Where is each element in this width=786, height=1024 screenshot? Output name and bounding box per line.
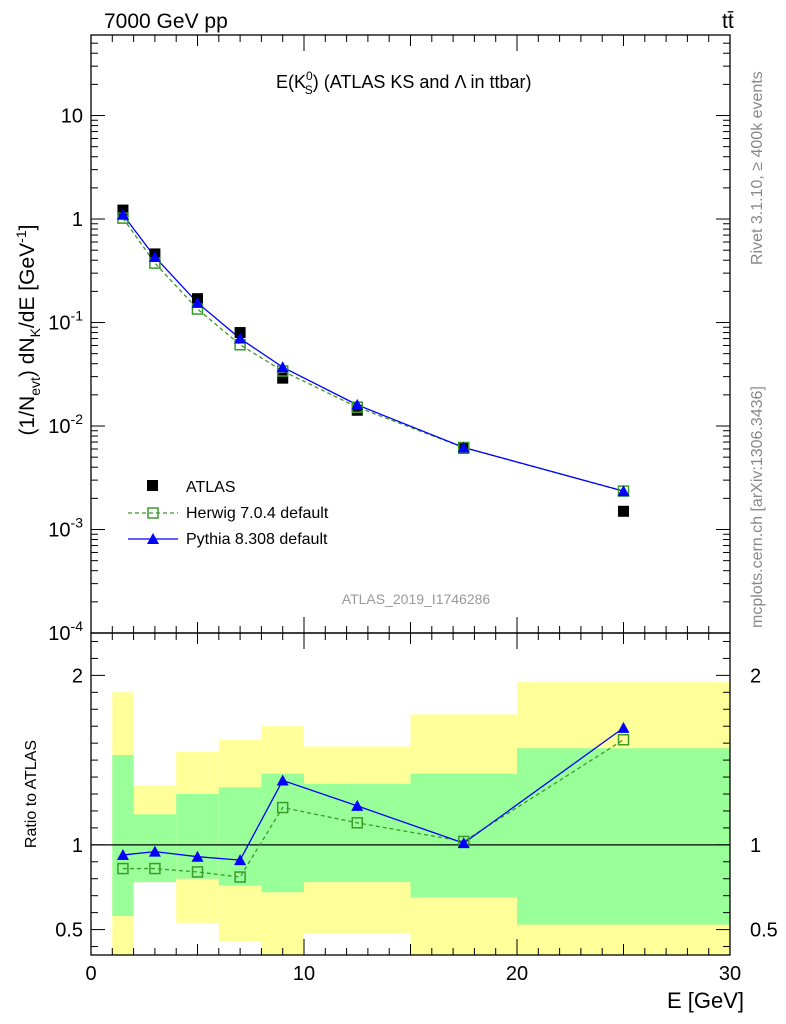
ratio-band-inner [112,755,134,917]
ratio-band-inner [517,748,730,925]
pythia-ratio-point [617,721,630,733]
legend: ATLAS Herwig 7.0.4 default Pythia 8.308 … [128,479,329,548]
legend-marker-pythia [147,533,159,544]
main-ylabel: (1/Nevt) dNK/dE [GeV-1] [13,225,43,436]
main-y-tick-label: 10-4 [48,618,83,645]
pythia-point [116,208,129,220]
herwig-ratio-point [234,871,246,883]
x-tick-label: 30 [719,963,741,985]
main-y-tick-label: 10 [61,106,83,128]
atlas-point [277,372,289,384]
herwig-ratio-line [122,739,624,878]
legend-label-pythia: Pythia 8.308 default [186,531,328,548]
atlas-point [234,327,246,339]
main-y-tick-label: 1 [72,209,83,231]
pythia-point [617,485,630,497]
ratio-band-inner [261,773,304,893]
ratio-band-inner [304,783,411,883]
rivet-label: Rivet 3.1.10, ≥ 400k events [749,71,766,265]
ratio-band-inner [410,773,517,898]
pythia-point [148,250,161,262]
herwig-ratio-point [149,862,161,875]
main-y-tick-label: 10-3 [48,515,83,542]
x-tick-label: 0 [85,963,96,985]
atlas-point [351,404,363,416]
analysis-watermark: ATLAS_2019_I1746286 [342,591,491,607]
ratio-y-tick-label-left: 1 [72,835,83,857]
pythia-point [234,332,247,344]
pythia-line [122,214,624,492]
main-y-tick-label: 10-2 [48,411,83,438]
herwig-line [122,217,624,492]
ratio-y-tick-label-left: 0.5 [55,920,83,942]
pythia-ratio-point [116,849,129,861]
ratio-ylabel: Ratio to ATLAS [23,740,40,848]
ratio-y-tick-label-left: 2 [72,665,83,687]
ratio-y-tick-label-right: 0.5 [750,920,778,942]
main-title: E(K0 S) (ATLAS KS and Λ in ttbar) [276,69,532,97]
x-tick-label: 10 [293,963,315,985]
ratio-y-tick-label-right: 1 [750,835,761,857]
herwig-ratio-point [117,862,129,875]
herwig-ratio-point [617,734,630,746]
x-axis-label: E [GeV] [667,988,744,1013]
ratio-band-inner [218,787,262,886]
legend-label-herwig: Herwig 7.0.4 default [186,505,329,522]
pythia-point [351,398,364,410]
x-tick-label: 20 [506,963,528,985]
pythia-ratio-point [457,837,470,849]
pythia-ratio-point [191,850,204,862]
herwig-ratio-point [351,817,363,829]
herwig-ratio-point [191,866,204,878]
ratio-band-inner [176,794,219,879]
pythia-ratio-line [122,727,624,861]
legend-marker-atlas [147,480,158,491]
legend-marker-herwig [147,507,159,519]
process-label: tt̄ [722,10,734,33]
mcplots-label: mcplots.cern.ch [arXiv:1306.3436] [749,386,766,628]
pythia-ratio-point [351,799,364,811]
pythia-point [276,361,289,373]
ratio-y-tick-label-right: 2 [750,665,761,687]
pythia-ratio-point [276,774,289,786]
pythia-point [191,296,204,308]
herwig-ratio-point [276,801,289,814]
pythia-point [457,441,470,453]
pythia-ratio-point [148,845,161,857]
legend-label-atlas: ATLAS [186,479,236,496]
chart-marks: 10-4 10-3 10-2 10-1 1 10 0 10 20 30 0.5 0.5 1 1 2 2 [48,34,778,985]
atlas-point [618,505,629,517]
main-y-tick-label: 10-1 [48,308,83,335]
pythia-ratio-point [234,854,247,866]
energy-label: 7000 GeV pp [104,10,228,33]
